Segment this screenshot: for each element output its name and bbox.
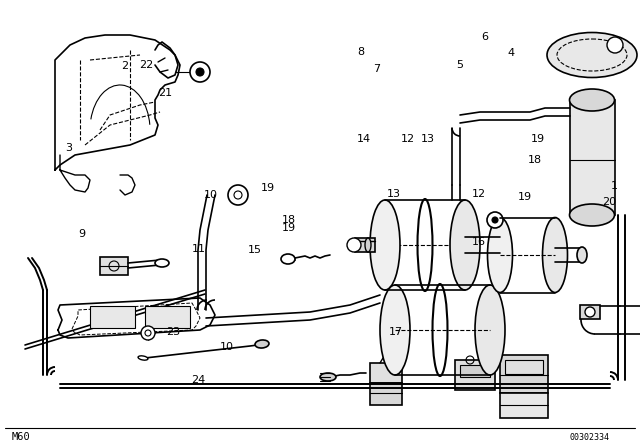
Text: 4: 4: [507, 48, 515, 58]
Circle shape: [145, 330, 151, 336]
Ellipse shape: [450, 200, 480, 290]
Bar: [370, 383, 402, 405]
Ellipse shape: [255, 340, 269, 348]
Ellipse shape: [475, 285, 505, 375]
Text: M60: M60: [12, 432, 31, 442]
Ellipse shape: [155, 259, 169, 267]
Ellipse shape: [570, 204, 614, 226]
Bar: [500, 393, 548, 418]
Text: 21: 21: [158, 88, 172, 98]
Ellipse shape: [488, 217, 513, 293]
Text: 00302334: 00302334: [570, 432, 610, 441]
Circle shape: [347, 238, 361, 252]
Ellipse shape: [547, 33, 637, 78]
Text: 12: 12: [472, 189, 486, 198]
Ellipse shape: [320, 373, 336, 381]
Text: 18: 18: [282, 215, 296, 224]
Circle shape: [585, 307, 595, 317]
Text: 20: 20: [602, 197, 616, 207]
Ellipse shape: [577, 247, 587, 263]
Circle shape: [607, 37, 623, 53]
Circle shape: [141, 326, 155, 340]
Circle shape: [234, 191, 242, 199]
Text: 18: 18: [527, 155, 541, 165]
Circle shape: [196, 68, 204, 76]
Text: 8: 8: [356, 47, 364, 56]
Text: 2: 2: [121, 61, 129, 71]
Text: 3: 3: [66, 143, 72, 153]
Bar: [90, 306, 135, 328]
Text: 23: 23: [166, 327, 180, 336]
Text: 19: 19: [282, 224, 296, 233]
Ellipse shape: [138, 356, 148, 360]
Text: 19: 19: [518, 192, 532, 202]
Bar: [370, 363, 402, 383]
Ellipse shape: [370, 200, 400, 290]
Circle shape: [487, 212, 503, 228]
Text: 19: 19: [260, 183, 275, 193]
Circle shape: [492, 217, 498, 223]
Bar: [505, 360, 543, 374]
Ellipse shape: [380, 285, 410, 375]
Text: 17: 17: [388, 327, 403, 336]
Ellipse shape: [543, 217, 568, 293]
Bar: [355, 238, 375, 252]
Ellipse shape: [281, 254, 295, 264]
Bar: [500, 355, 548, 393]
Circle shape: [190, 62, 210, 82]
Ellipse shape: [365, 238, 371, 252]
Text: 11: 11: [191, 244, 205, 254]
Text: 14: 14: [356, 134, 371, 144]
Text: 13: 13: [387, 189, 401, 198]
Text: 22: 22: [139, 60, 153, 70]
Text: 5: 5: [456, 60, 463, 70]
Text: 19: 19: [531, 134, 545, 144]
Text: 1: 1: [611, 181, 618, 191]
Text: 6: 6: [482, 32, 488, 42]
Text: 12: 12: [401, 134, 415, 144]
Bar: [455, 360, 495, 390]
Text: 15: 15: [248, 245, 262, 255]
Bar: [460, 365, 490, 377]
Bar: [100, 257, 128, 275]
Bar: [145, 306, 190, 328]
Text: 10: 10: [204, 190, 218, 200]
Text: 10: 10: [220, 342, 234, 352]
Bar: [570, 100, 615, 215]
Ellipse shape: [570, 89, 614, 111]
Text: 7: 7: [372, 65, 380, 74]
Bar: [580, 305, 600, 319]
Text: 9: 9: [78, 229, 86, 239]
Circle shape: [228, 185, 248, 205]
Text: 16: 16: [472, 237, 486, 247]
Text: 13: 13: [420, 134, 435, 144]
Text: 24: 24: [191, 375, 205, 385]
